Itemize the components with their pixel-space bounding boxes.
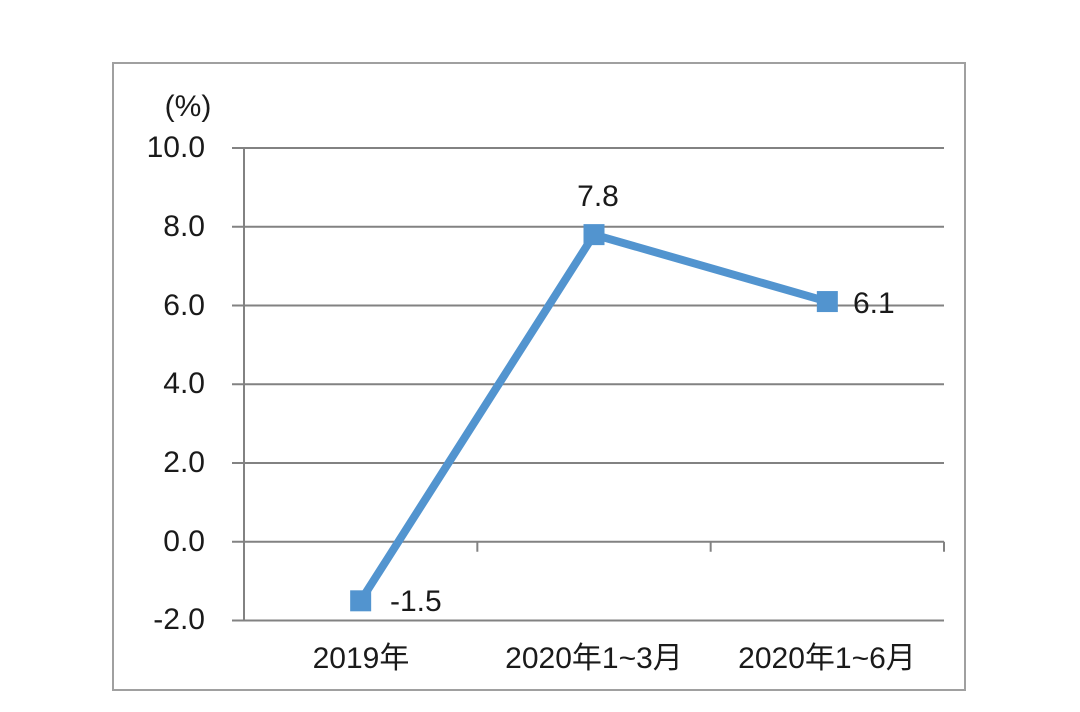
- y-axis-unit-label: (%): [164, 90, 212, 123]
- y-tick-label-6: 6.0: [163, 289, 205, 322]
- data-line: [357, 229, 829, 603]
- x-category-label-2019: 2019年: [312, 642, 410, 675]
- y-tick-label-2: 2.0: [163, 446, 205, 479]
- data-point-marker: [583, 224, 605, 246]
- data-point-marker: [350, 590, 372, 612]
- data-point-label-2020-h1: 6.1: [853, 287, 895, 320]
- x-category-label-2020-h1: 2020年1~6月: [738, 642, 916, 675]
- data-point-marker: [816, 291, 838, 313]
- y-tick-label-4: 4.0: [163, 367, 205, 400]
- data-point-label-2020-q1: 7.8: [577, 180, 619, 213]
- y-tick-label-neg2: -2.0: [153, 603, 205, 636]
- data-point-label-2019: -1.5: [390, 585, 442, 618]
- chart-frame: [112, 62, 966, 691]
- y-tick-label-0: 0.0: [163, 525, 205, 558]
- x-category-label-2020-q1: 2020年1~3月: [505, 642, 683, 675]
- y-tick-label-10: 10.0: [146, 131, 205, 164]
- y-tick-label-8: 8.0: [163, 210, 205, 243]
